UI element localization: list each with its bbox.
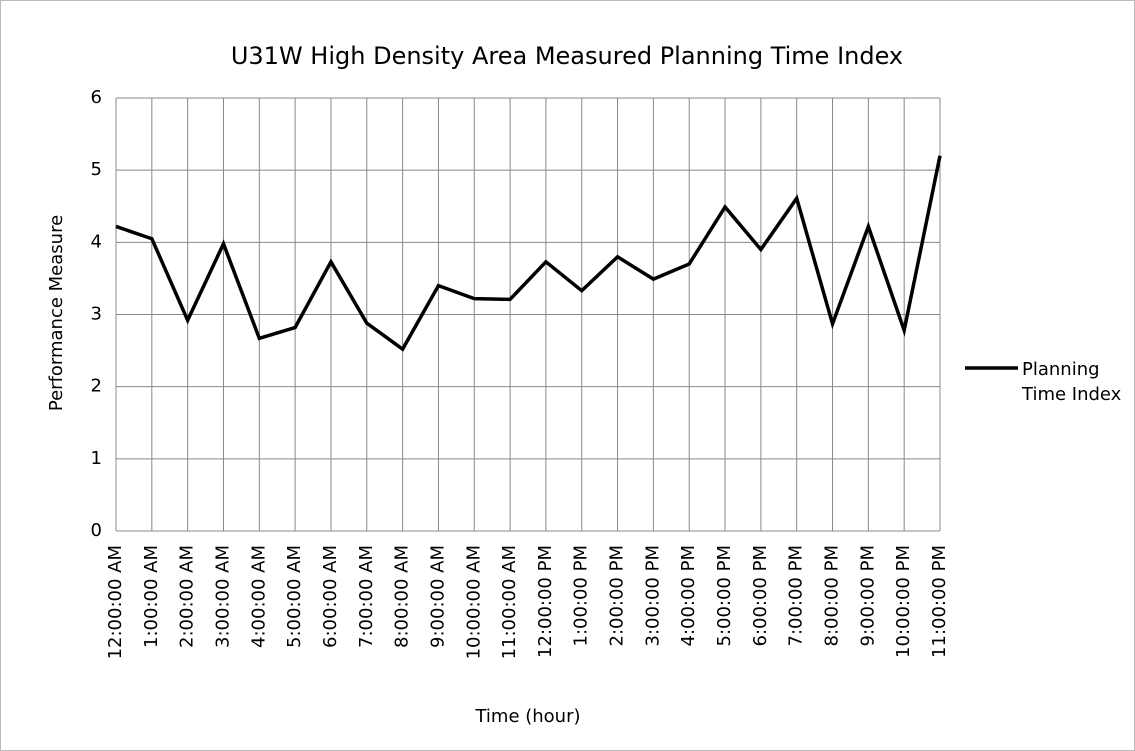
y-axis-title: Performance Measure xyxy=(46,215,67,411)
x-tick-label: 2:00:00 AM xyxy=(177,545,198,648)
y-tick-label: 3 xyxy=(91,304,102,325)
x-tick-label: 4:00:00 AM xyxy=(248,545,269,648)
x-tick-label: 12:00:00 AM xyxy=(105,545,126,659)
x-tick-label: 6:00:00 PM xyxy=(750,545,771,647)
x-tick-label: 3:00:00 PM xyxy=(642,545,663,647)
y-tick-label: 5 xyxy=(91,159,102,180)
y-tick-label: 2 xyxy=(91,376,102,397)
x-tick-label: 11:00:00 AM xyxy=(499,545,520,659)
legend-label: Planning Time Index xyxy=(1022,359,1122,405)
x-tick-label: 3:00:00 AM xyxy=(212,545,233,648)
x-tick-label: 7:00:00 PM xyxy=(786,545,807,647)
x-tick-label: 12:00:00 PM xyxy=(535,545,556,658)
x-tick-label: 8:00:00 PM xyxy=(822,545,843,647)
x-tick-label: 10:00:00 PM xyxy=(893,545,914,658)
x-tick-label: 1:00:00 AM xyxy=(141,545,162,648)
x-tick-label: 4:00:00 PM xyxy=(678,545,699,647)
x-tick-label: 7:00:00 AM xyxy=(356,545,377,648)
x-tick-label: 6:00:00 AM xyxy=(320,545,341,648)
data-line xyxy=(115,155,942,352)
x-tick-label: 1:00:00 PM xyxy=(571,545,592,647)
x-tick-label: 9:00:00 AM xyxy=(427,545,448,648)
x-tick-label: 8:00:00 AM xyxy=(392,545,413,648)
y-tick-label: 0 xyxy=(91,520,102,541)
x-tick-label: 2:00:00 PM xyxy=(607,545,628,647)
y-tick-label: 6 xyxy=(91,87,102,108)
x-tick-label: 10:00:00 AM xyxy=(463,545,484,659)
x-tick-label: 5:00:00 AM xyxy=(284,545,305,648)
x-tick-label: 11:00:00 PM xyxy=(929,545,950,658)
x-axis-title: Time (hour) xyxy=(474,706,580,727)
chart-title: U31W High Density Area Measured Planning… xyxy=(231,42,903,70)
x-tick-label: 9:00:00 PM xyxy=(857,545,878,647)
x-tick-label: 5:00:00 PM xyxy=(714,545,735,647)
y-tick-label: 4 xyxy=(91,231,102,252)
y-tick-label: 1 xyxy=(91,448,102,469)
